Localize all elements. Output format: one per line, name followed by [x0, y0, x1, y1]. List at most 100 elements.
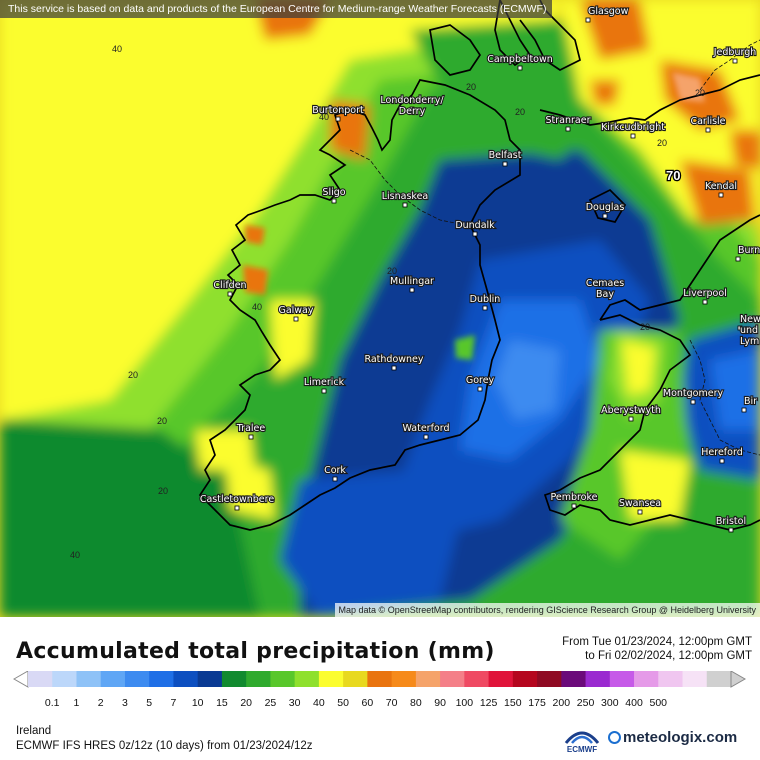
city-marker: [705, 127, 711, 133]
city-dundalk: Dundalk: [454, 219, 496, 237]
contour-label: 20: [466, 82, 476, 92]
legend-tick-label: 100: [456, 697, 474, 709]
ecmwf-logo: ECMWF: [560, 725, 604, 755]
city-sligo: Sligo: [321, 186, 347, 204]
city-label: Tralee: [236, 423, 266, 434]
map-attribution[interactable]: Map data © OpenStreetMap contributors, r…: [334, 603, 760, 617]
map-canvas[interactable]: Glasgow Campbeltown Jedburgh Burtonport Lond…: [0, 0, 760, 617]
meteologix-logo[interactable]: meteologix.com: [608, 729, 737, 746]
legend-tick-label: 30: [289, 697, 301, 709]
city-londonderry-derry: Londonderry/Derry: [379, 94, 445, 118]
city-aberystwyth: Aberystwyth: [600, 404, 662, 422]
legend-swatch: [246, 671, 271, 687]
city-bir: Bir: [741, 395, 758, 413]
legend-swatch: [318, 671, 344, 687]
city-marker: [718, 192, 724, 198]
city-marker: [321, 388, 327, 394]
city-label: Montgomery: [663, 388, 724, 399]
contour-label: 20: [128, 370, 138, 380]
city-bristol: Bristol: [715, 515, 747, 533]
city-marker: [702, 299, 708, 305]
contour-label: 40: [70, 550, 80, 560]
precipitation-map[interactable]: Glasgow Campbeltown Jedburgh Burtonport Lond…: [0, 0, 760, 617]
map-footer: Accumulated total precipitation (mm) Fro…: [0, 617, 760, 760]
city-label: Belfast: [489, 150, 522, 161]
legend-swatch: [367, 671, 393, 687]
city-burtonport: Burtonport: [311, 104, 365, 122]
legend-swatch: [682, 671, 708, 687]
city-jedburgh: Jedburgh: [712, 46, 757, 64]
city-label: Cork: [324, 465, 346, 476]
legend-right-arrow: [730, 671, 747, 688]
legend-tick-label: 3: [122, 697, 128, 709]
city-label: Waterford: [402, 423, 449, 434]
borders: [349, 39, 760, 456]
city-rathdowney: Rathdowney: [363, 353, 425, 371]
city-marker: [409, 287, 415, 293]
city-label: Pembroke: [550, 492, 597, 503]
legend-swatch: [124, 671, 150, 687]
city-label: Londonderry/: [380, 95, 444, 106]
chart-title: Accumulated total precipitation (mm): [16, 639, 495, 664]
city-label: Gorey: [466, 375, 495, 386]
city-markers: Glasgow Campbeltown Jedburgh Burtonport Lond…: [199, 5, 760, 533]
city-marker: [423, 434, 429, 440]
city-label: Stranraer: [546, 115, 591, 126]
legend-tick-label: 5: [146, 697, 152, 709]
city-marker: [402, 202, 408, 208]
city-castletownbere: Castletownbere: [199, 493, 275, 511]
model-info: ECMWF IFS HRES 0z/12z (10 days) from 01/…: [16, 740, 313, 752]
city-kirkcudbright: Kirkcudbright: [600, 121, 666, 139]
legend-swatch: [173, 671, 199, 687]
contour-label: 20: [657, 138, 667, 148]
city-label: Bristol: [716, 516, 746, 527]
city-label: Burn: [738, 245, 760, 256]
city-marker: [628, 416, 634, 422]
contour-label: 40: [252, 302, 262, 312]
contour-label: 20: [387, 266, 397, 276]
legend-swatch: [537, 671, 562, 687]
city-cork: Cork: [323, 464, 348, 482]
legend-tick-label: 25: [265, 697, 277, 709]
legend-swatch: [609, 671, 635, 687]
city-marker: [409, 106, 415, 112]
city-marker: [737, 325, 743, 331]
city-marker: [227, 291, 233, 297]
legend-tick-label: 200: [553, 697, 571, 709]
city-marker: [735, 256, 741, 262]
city-label: Swansea: [619, 498, 661, 509]
legend-swatch: [221, 671, 247, 687]
city-label: Bir: [744, 396, 757, 407]
city-label: Castletownbere: [200, 494, 275, 505]
city-marker: [690, 399, 696, 405]
city-campbeltown: Campbeltown: [486, 53, 554, 71]
legend-swatch: [488, 671, 514, 687]
legend-tick-label: 20: [240, 697, 252, 709]
city-label: Dublin: [470, 294, 501, 305]
city-label: Sligo: [322, 187, 345, 198]
city-marker: [741, 407, 747, 413]
city-label: Campbeltown: [487, 54, 553, 65]
ecmwf-logo-icon: [564, 731, 600, 744]
city-marker: [331, 198, 337, 204]
city-marker: [630, 133, 636, 139]
city-dublin: Dublin: [469, 293, 501, 311]
precip-field: [0, 0, 760, 617]
legend-tick-label: 40: [313, 697, 325, 709]
legend-tick-label: 125: [480, 697, 498, 709]
city-label: Dundalk: [455, 220, 495, 231]
city-label: Burtonport: [312, 105, 364, 116]
max-value-label: 70: [666, 168, 680, 183]
city-marker: [502, 161, 508, 167]
city-kendal: Kendal: [704, 180, 738, 198]
city-marker: [234, 505, 240, 511]
legend-swatch: [294, 671, 320, 687]
footer-info: Ireland ECMWF IFS HRES 0z/12z (10 days) …: [16, 724, 313, 754]
legend-swatch: [76, 671, 102, 687]
legend-left-arrow: [12, 671, 29, 688]
city-marker: [719, 458, 725, 464]
legend-swatch: [585, 671, 611, 687]
contour-label: 40: [112, 44, 122, 54]
